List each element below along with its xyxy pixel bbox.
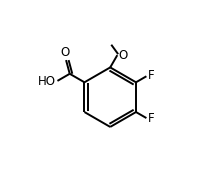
Text: F: F xyxy=(148,112,154,125)
Text: HO: HO xyxy=(38,75,56,88)
Text: O: O xyxy=(118,49,127,62)
Text: O: O xyxy=(60,46,70,59)
Text: F: F xyxy=(148,70,154,82)
